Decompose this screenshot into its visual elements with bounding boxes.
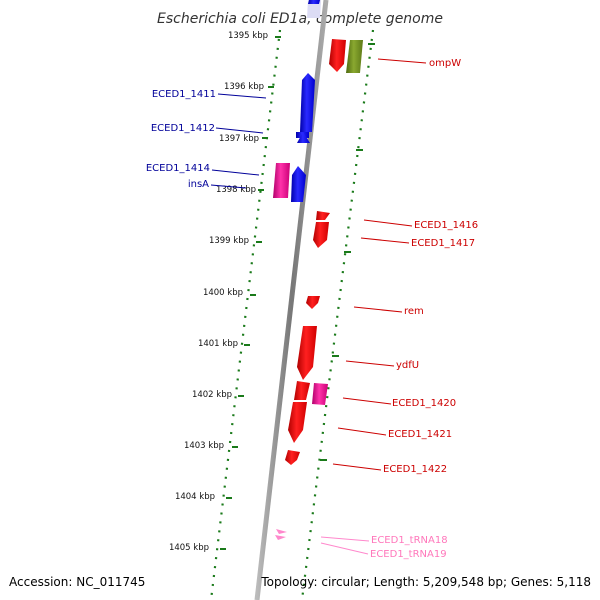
cds-eced1-1411 [300, 73, 315, 132]
feature-olive [346, 40, 363, 73]
trna-eced1-trna19 [275, 535, 286, 540]
kbp-label: 1399 kbp [209, 236, 249, 246]
gene-label-eced1-1412[interactable]: ECED1_1412 [151, 123, 215, 134]
partial-feature-top [307, 0, 321, 18]
partial-cds-top [308, 0, 320, 4]
kbp-label: 1405 kbp [169, 543, 209, 553]
cds-ydfu [297, 326, 317, 380]
gene-label-insa[interactable]: insA [188, 179, 209, 190]
gene-label-eced1-1411[interactable]: ECED1_1411 [152, 89, 216, 100]
kbp-label: 1400 kbp [203, 288, 243, 298]
cds-eced1-1420 [294, 381, 310, 400]
cds-eced1-1416 [316, 211, 330, 220]
kbp-label: 1398 kbp [216, 185, 256, 195]
cds-eced1-1414 [291, 166, 306, 202]
gene-label-eced1-1416[interactable]: ECED1_1416 [414, 220, 478, 231]
cds-eced1-1417 [313, 222, 329, 248]
right-label-connectors [332, 58, 427, 471]
kbp-label: 1404 kbp [175, 492, 215, 502]
gene-label-eced1-trna19[interactable]: ECED1_tRNA19 [370, 549, 447, 560]
gene-label-eced1-1421[interactable]: ECED1_1421 [388, 429, 452, 440]
mobile-element-insa [273, 163, 290, 198]
gene-label-eced1-1422[interactable]: ECED1_1422 [383, 464, 447, 475]
gene-label-rem[interactable]: rem [404, 306, 424, 317]
kbp-label: 1397 kbp [219, 134, 259, 144]
cds-rem [306, 296, 320, 309]
kbp-ticks [220, 36, 281, 550]
trna-label-connectors [320, 536, 370, 555]
right-ruler [300, 29, 375, 600]
kbp-label: 1403 kbp [184, 441, 224, 451]
genome-backbone [254, 0, 329, 600]
cds-eced1-1422 [285, 450, 300, 465]
gene-label-eced1-1417[interactable]: ECED1_1417 [411, 238, 475, 249]
gene-label-ompw[interactable]: ompW [429, 58, 461, 69]
kbp-label: 1401 kbp [198, 339, 238, 349]
left-label-connectors [210, 93, 267, 189]
left-ruler [209, 29, 282, 600]
kbp-label: 1402 kbp [192, 390, 232, 400]
accession-text: Accession: NC_011745 [9, 575, 145, 589]
mobile-element-eced1-1420 [312, 383, 328, 405]
cds-eced1-1421 [288, 402, 307, 443]
kbp-label: 1395 kbp [228, 31, 268, 41]
kbp-label: 1396 kbp [224, 82, 264, 92]
trna-eced1-trna18 [276, 529, 287, 534]
gene-label-eced1-1420[interactable]: ECED1_1420 [392, 398, 456, 409]
gene-label-ydfu[interactable]: ydfU [396, 360, 419, 371]
genome-summary-text: Topology: circular; Length: 5,209,548 bp… [260, 575, 591, 589]
cds-ompw [329, 39, 346, 72]
right-ruler-ticks [320, 43, 375, 461]
map-title: Escherichia coli ED1a, complete genome [157, 11, 443, 27]
gene-label-eced1-trna18[interactable]: ECED1_tRNA18 [371, 535, 448, 546]
gene-label-eced1-1414[interactable]: ECED1_1414 [146, 163, 210, 174]
cds-eced1-1412-arrow [297, 132, 310, 143]
